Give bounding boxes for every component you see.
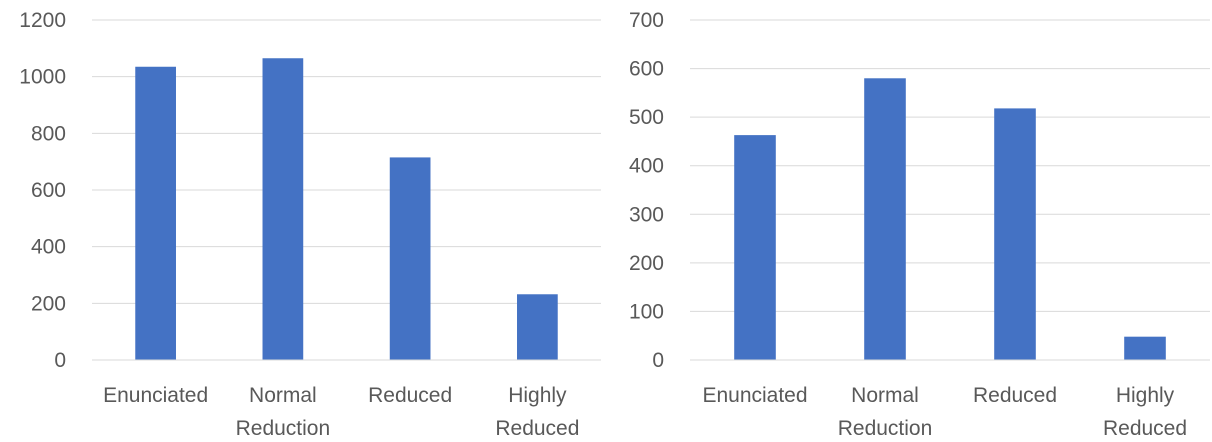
x-tick-label: Reduced <box>973 384 1057 407</box>
x-tick-label: Reduction <box>838 417 933 440</box>
y-tick-label: 600 <box>31 179 66 202</box>
y-tick-label: 600 <box>629 58 664 81</box>
y-tick-label: 500 <box>629 106 664 129</box>
x-tick-label: Reduced <box>368 384 452 407</box>
y-tick-label: 800 <box>31 122 66 145</box>
y-tick-label: 0 <box>54 349 66 372</box>
bar-reduced <box>994 108 1036 361</box>
bar-reduced <box>389 157 431 360</box>
x-tick-label: Enunciated <box>103 384 208 407</box>
y-tick-label: 1000 <box>19 66 66 89</box>
y-tick-label: 400 <box>31 236 66 259</box>
y-tick-label: 400 <box>629 155 664 178</box>
bar-highly-reduced <box>517 294 558 360</box>
x-tick-label: Reduced <box>495 417 579 440</box>
y-tick-label: 100 <box>629 300 664 323</box>
y-tick-label: 1200 <box>19 9 66 32</box>
bar-normal-reduction <box>262 58 304 360</box>
bar-enunciated <box>135 66 176 360</box>
x-tick-label: Reduction <box>236 417 331 440</box>
y-tick-label: 200 <box>629 252 664 275</box>
x-tick-label: Normal <box>249 384 317 407</box>
y-tick-label: 0 <box>652 349 664 372</box>
x-tick-label: Highly <box>1116 384 1175 407</box>
x-tick-label: Reduced <box>1103 417 1187 440</box>
y-tick-label: 300 <box>629 203 664 226</box>
x-tick-label: Highly <box>508 384 567 407</box>
y-tick-label: 700 <box>629 9 664 32</box>
bar-chart-right: 0 100 200 300 400 500 600 700 Enunciated Normal Re… <box>629 9 1210 440</box>
x-tick-label: Normal <box>851 384 919 407</box>
x-tick-label: Enunciated <box>702 384 807 407</box>
y-tick-label: 200 <box>31 292 66 315</box>
bar-normal-reduction <box>864 78 906 361</box>
bar-highly-reduced <box>1124 336 1166 360</box>
bar-enunciated <box>734 135 776 360</box>
bar-chart-left: 0 200 400 600 800 1000 1200 Enunciated Normal Red… <box>19 9 601 440</box>
